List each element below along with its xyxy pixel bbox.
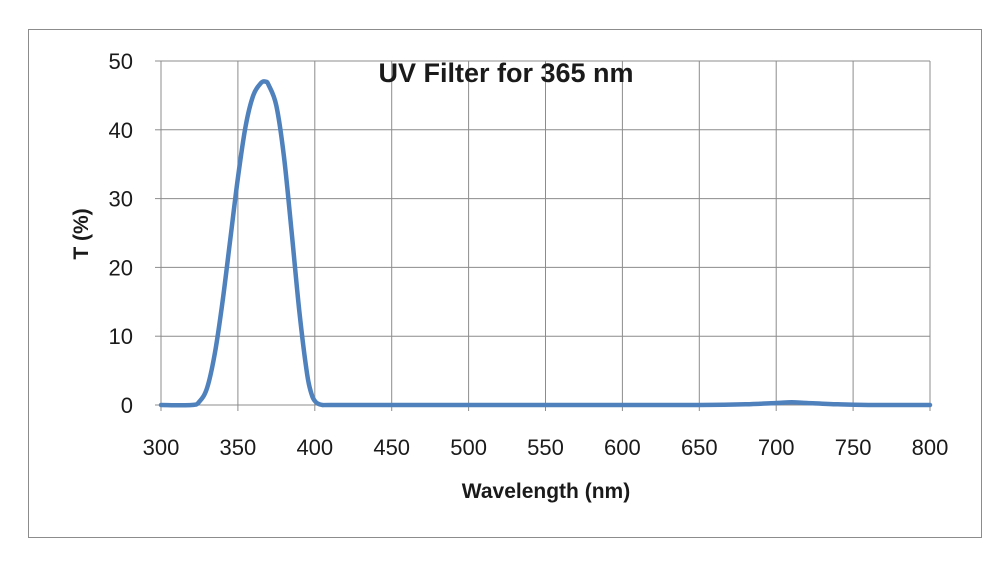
y-tick-label: 30 [109, 187, 133, 212]
x-tick-label: 650 [681, 435, 718, 460]
x-axis-title: Wavelength (nm) [462, 480, 630, 503]
y-tick-label: 50 [109, 49, 133, 74]
x-tick-label: 300 [143, 435, 180, 460]
axes [155, 60, 931, 411]
x-tick-label: 800 [912, 435, 949, 460]
x-tick-label: 500 [450, 435, 487, 460]
series-layer [158, 79, 933, 408]
y-axis-title: T (%) [70, 208, 93, 259]
chart-title: UV Filter for 365 nm [378, 58, 633, 88]
x-tick-labels: 300 350 400 450 500 550 600 650 700 750 800 [143, 435, 949, 460]
y-tick-label: 20 [109, 255, 133, 280]
x-tick-label: 600 [604, 435, 641, 460]
transmission-series-line [158, 79, 933, 408]
y-tick-labels: 0 10 20 30 40 50 [109, 49, 133, 418]
y-tick-label: 10 [109, 324, 133, 349]
y-tick-label: 0 [121, 393, 133, 418]
y-tick-label: 40 [109, 118, 133, 143]
x-tick-label: 700 [758, 435, 795, 460]
x-tick-label: 400 [296, 435, 333, 460]
x-tick-label: 450 [373, 435, 410, 460]
x-tick-label: 750 [835, 435, 872, 460]
chart-frame [28, 29, 982, 538]
x-tick-label: 550 [527, 435, 564, 460]
x-tick-label: 350 [220, 435, 257, 460]
